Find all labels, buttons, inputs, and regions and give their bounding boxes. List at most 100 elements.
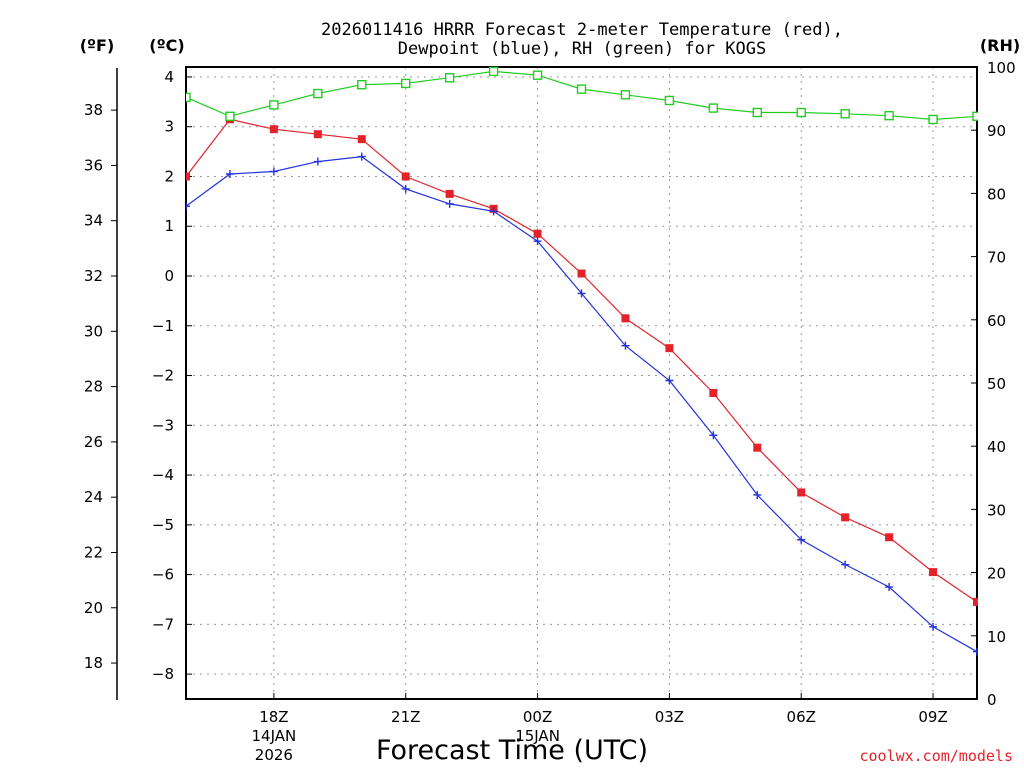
time-tick-label: 21Z <box>391 708 420 726</box>
dewpoint-point <box>489 207 498 216</box>
celsius-tick-label: 0 <box>164 267 174 285</box>
fahrenheit-tick-label: 22 <box>84 543 103 561</box>
dewpoint-point <box>621 341 630 350</box>
rh-point <box>796 107 806 118</box>
series-group <box>186 66 978 656</box>
fahrenheit-tick-label: 26 <box>84 433 103 451</box>
rh-tick-label: 10 <box>987 628 1006 646</box>
fahrenheit-tick-label: 20 <box>84 599 103 617</box>
time-tick-label: 15JAN <box>515 727 560 745</box>
fahrenheit-tick-label: 18 <box>84 654 103 672</box>
time-tick-label: 03Z <box>655 708 684 726</box>
celsius-tick-label: −5 <box>152 516 174 534</box>
grid-layer <box>186 67 977 699</box>
dewpoint-point <box>225 169 234 178</box>
rh-tick-label: 100 <box>987 59 1016 77</box>
time-tick-label: 18Z <box>259 708 288 726</box>
temperature-point <box>753 443 762 452</box>
temperature-point <box>797 488 806 497</box>
rh-point <box>884 110 894 121</box>
fahrenheit-tick-label: 30 <box>84 322 103 340</box>
rh-point <box>708 103 719 113</box>
rh-point <box>576 84 587 94</box>
rh-point <box>972 111 978 121</box>
chart-title-line2: Dewpoint (blue), RH (green) for KOGS <box>398 39 766 59</box>
rh-point <box>269 100 279 110</box>
temperature-point <box>665 344 674 353</box>
dewpoint-point <box>841 560 850 569</box>
celsius-tick-label: 2 <box>164 167 174 185</box>
rh-point <box>313 88 323 99</box>
fahrenheit-tick-label: 28 <box>84 378 103 396</box>
temperature-point <box>401 172 410 181</box>
rh-tick-label: 80 <box>987 185 1006 203</box>
plot-frame <box>185 66 978 700</box>
rh-unit-label: (RH) <box>980 36 1020 55</box>
rh-tick-label: 90 <box>987 122 1006 140</box>
series-layer <box>186 66 978 656</box>
rh-tick-label: 50 <box>987 375 1006 393</box>
celsius-tick-label: −3 <box>152 416 174 434</box>
celsius-tick-label: 3 <box>164 118 174 136</box>
temperature-point <box>929 568 938 577</box>
celsius-tick-label: 1 <box>164 217 174 235</box>
temperature-point <box>445 189 454 198</box>
fahrenheit-tick-label: 38 <box>84 101 103 119</box>
time-tick-label: 09Z <box>918 708 947 726</box>
celsius-unit-label: (ºC) <box>149 36 184 55</box>
rh-tick-label: 60 <box>987 312 1006 330</box>
celsius-tick-label: −4 <box>152 466 174 484</box>
chart-title-line1: 2026011416 HRRR Forecast 2-meter Tempera… <box>321 20 843 40</box>
rh-tick-label: 70 <box>987 249 1006 267</box>
dewpoint-point <box>797 535 806 544</box>
dewpoint-point <box>269 167 278 176</box>
celsius-tick-label: −1 <box>152 317 174 335</box>
rh-point <box>444 73 455 83</box>
dewpoint-point <box>445 199 454 208</box>
temperature-point <box>973 597 978 606</box>
dewpoint-point <box>665 376 674 385</box>
rh-tick-label: 40 <box>987 438 1006 456</box>
celsius-tick-label: 4 <box>164 68 174 86</box>
fahrenheit-unit-label: (ºF) <box>80 36 115 55</box>
temperature-point <box>357 135 366 144</box>
celsius-axis: 4 3 2 1 0 −1 −2 −3 −4 −5 −6 −7 −8 <box>152 68 192 683</box>
rh-point <box>401 78 411 89</box>
fahrenheit-tick-label: 24 <box>84 488 103 506</box>
dewpoint-point <box>313 157 322 166</box>
dewpoint-point <box>357 152 366 161</box>
time-tick-label: 00Z <box>523 708 552 726</box>
rh-point <box>840 109 850 119</box>
rh-point <box>488 66 499 77</box>
fahrenheit-tick-label: 36 <box>84 156 103 174</box>
rh-point <box>928 114 938 125</box>
rh-point <box>752 107 762 118</box>
source-credit: coolwx.com/models <box>859 747 1013 765</box>
x-axis-title: Forecast Time (UTC) <box>376 735 648 766</box>
rh-point <box>186 92 191 103</box>
rh-point <box>664 95 675 106</box>
dewpoint-point <box>709 431 718 440</box>
dewpoint-point <box>533 237 542 246</box>
dewpoint-point <box>186 202 190 211</box>
temperature-point <box>577 269 586 278</box>
fahrenheit-axis: 38 36 34 32 30 28 26 24 22 20 18 <box>84 101 117 672</box>
rh-line <box>186 70 978 121</box>
dewpoint-point <box>577 289 586 298</box>
dewpoint-point <box>973 647 978 656</box>
temperature-point <box>269 125 278 134</box>
temperature-point <box>313 130 322 139</box>
celsius-tick-label: −2 <box>152 367 174 385</box>
time-tick-label: 2026 <box>255 746 293 764</box>
rh-tick-label: 20 <box>987 565 1006 583</box>
temperature-point <box>186 172 190 181</box>
celsius-tick-label: −8 <box>152 665 174 683</box>
fahrenheit-tick-label: 34 <box>84 212 103 230</box>
temperature-point <box>709 388 718 397</box>
rh-point <box>357 79 367 90</box>
rh-point <box>532 70 543 80</box>
fahrenheit-tick-label: 32 <box>84 267 103 285</box>
dewpoint-point <box>401 184 410 193</box>
